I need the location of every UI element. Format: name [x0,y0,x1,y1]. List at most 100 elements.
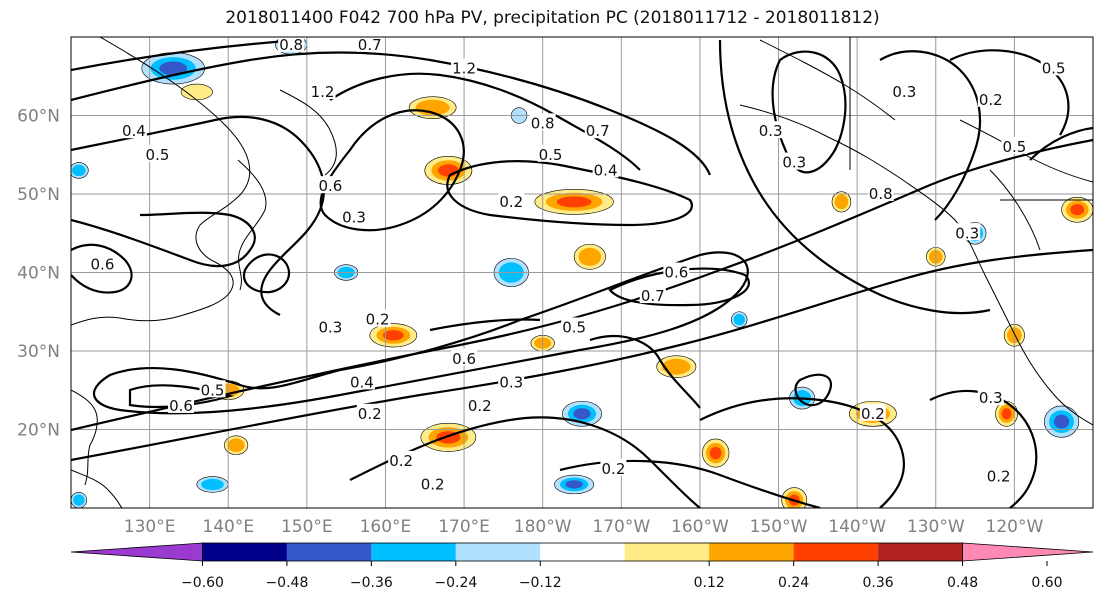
contour-label-text: 0.7 [586,122,610,140]
longitude-label: 130°E [124,517,176,537]
contour-label: 0.3 [341,207,368,227]
latitude-label: 20°N [17,421,60,441]
contour-label-text: 0.5 [1042,59,1066,77]
contour-label: 0.2 [985,466,1012,486]
contour-label-text: 1.2 [452,59,476,77]
contour-label: 0.3 [498,372,525,391]
contour-label-text: 0.3 [342,209,366,227]
contour-label: 0.2 [466,395,493,415]
contour-label: 0.4 [592,160,619,179]
contour-label-text: 0.7 [641,287,665,305]
contour-label: 0.6 [168,395,195,415]
longitude-label: 120°W [986,517,1044,537]
colorbar-tick-label: −0.24 [434,575,477,591]
colorbar-segment [878,543,963,561]
contour-label-text: 0.2 [468,397,492,415]
longitude-label: 140°E [202,517,254,537]
contour-label-text: 0.4 [122,122,146,140]
contour-label: 1.2 [451,58,478,77]
precip-anomaly-11 [420,422,477,452]
contour-label-text: 0.6 [319,177,343,195]
contour-label: 0.2 [419,474,446,493]
contour-label-text: 0.7 [358,36,382,54]
colorbar-segment [286,543,372,561]
contour-label-text: 1.2 [311,83,335,101]
contour-label-text: 0.5 [146,146,170,164]
colorbar-segment [540,543,625,561]
contour-label-text: 0.3 [782,154,806,172]
contour-label: 0.3 [757,121,784,140]
colorbar-segment [455,543,541,561]
contour-label-text: 0.6 [91,256,115,274]
coastlines [71,37,1093,508]
longitude-label: 180°W [514,517,572,537]
precip-anomaly-32 [71,492,88,508]
contour-label-text: 0.6 [169,397,193,415]
colorbar-tick-label: 0.60 [1031,575,1062,591]
precip-anomaly-31 [71,162,89,179]
contour-label-text: 0.4 [594,161,618,179]
colorbar-segment [793,543,879,561]
latitude-labels: 60°N 50°N 40°N 30°N 20°N [17,107,60,441]
map-frame [70,36,1094,509]
contour-label: 0.7 [356,36,383,54]
contour-label-text: 0.2 [979,91,1003,109]
precip-anomaly-17 [656,355,697,378]
latitude-label: 30°N [17,342,60,362]
precip-anomaly-18 [701,438,730,468]
contour-label-text: 0.3 [892,83,916,101]
contour-label-text: 0.5 [539,146,563,164]
contour-label: 0.5 [144,144,171,164]
contour-label: 0.8 [278,36,305,54]
precip-anomaly-7 [573,243,606,270]
colorbar-segment [709,543,794,561]
contour-label-text: 0.2 [389,452,413,470]
longitude-label: 150°E [281,517,333,537]
colorbar-segment [371,543,456,561]
precip-anomaly-22 [831,191,852,213]
contour-label-text: 0.3 [979,389,1003,407]
contour-label: 0.3 [977,388,1004,407]
longitude-label: 170°W [592,517,650,537]
colorbar-tick-label: −0.36 [350,575,393,591]
contour-label: 0.5 [561,317,588,336]
contour-label: 0.5 [1040,58,1067,77]
contour-label-text: 0.5 [1002,138,1026,156]
contour-label-text: 0.2 [358,405,382,423]
contour-label-text: 0.2 [366,311,390,329]
contour-label-text: 0.8 [279,36,303,54]
precip-anomaly-27 [1061,196,1093,223]
contour-label-text: 0.2 [499,193,523,211]
contour-label-text: 0.4 [350,373,374,391]
contour-label-text: 0.8 [531,114,555,132]
contour-label: 0.5 [537,144,564,164]
contour-label-text: 0.3 [759,122,783,140]
contour-label: 0.2 [600,458,627,478]
pv-contours [71,38,1093,508]
contour-label: 0.3 [891,81,918,101]
contour-label: 0.5 [199,380,226,399]
precip-anomaly-15 [196,476,229,493]
colorbar-tick-label: 0.12 [694,575,725,591]
colorbar-extend-max [962,542,1094,562]
precip-anomaly-16 [554,474,595,495]
colorbar-tick-label: −0.60 [181,575,224,591]
contour-label-text: 0.8 [869,185,893,203]
contour-label: 0.2 [977,89,1004,109]
contour-label: 0.8 [529,113,556,132]
contour-label-text: 0.3 [319,318,343,336]
contour-label: 0.7 [584,121,611,140]
contour-label: 0.2 [859,403,886,423]
contour-label-text: 0.6 [452,350,476,368]
longitude-label: 160°E [360,517,412,537]
contour-label: 0.4 [348,372,375,391]
contour-label-text: 0.5 [562,318,586,336]
contour-label-text: 0.2 [861,405,885,423]
latitude-label: 60°N [17,107,60,127]
contour-label: 0.2 [388,450,415,470]
colorbar-tick-label: 0.24 [778,575,809,591]
precip-anomaly-29 [731,311,748,328]
contour-label: 0.7 [639,286,666,305]
contour-label: 0.2 [498,191,525,211]
